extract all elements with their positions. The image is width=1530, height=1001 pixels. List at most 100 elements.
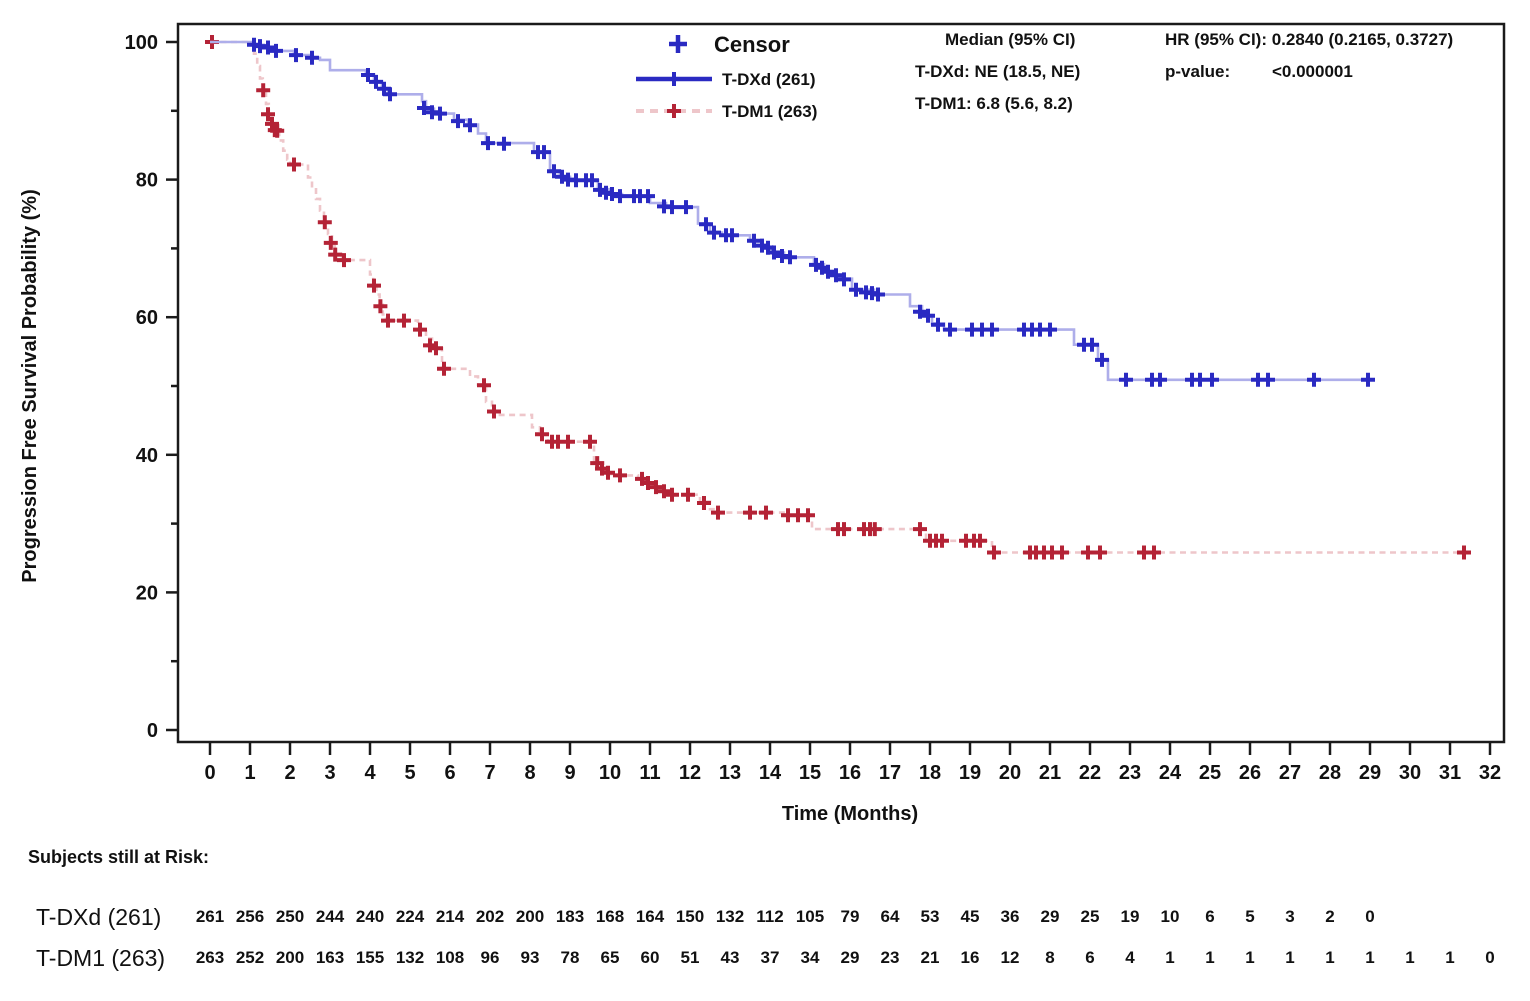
at-risk-value: 164 — [636, 907, 665, 926]
y-tick-label: 20 — [136, 582, 158, 604]
plot-frame — [176, 22, 1506, 744]
x-tick-label: 32 — [1479, 762, 1501, 784]
x-tick-label: 29 — [1359, 762, 1381, 784]
at-risk-value: 1 — [1325, 948, 1334, 967]
at-risk-value: 23 — [881, 948, 900, 967]
at-risk-value: 263 — [196, 948, 224, 967]
at-risk-value: 214 — [436, 907, 465, 926]
at-risk-value: 12 — [1001, 948, 1020, 967]
x-tick-label: 18 — [919, 762, 941, 784]
at-risk-value: 96 — [481, 948, 500, 967]
y-tick-label: 100 — [125, 32, 158, 54]
at-risk-value: 1 — [1245, 948, 1254, 967]
x-tick-label: 31 — [1439, 762, 1461, 784]
hr-stats-block: HR (95% CI): 0.2840 (0.2165, 0.3727) p-v… — [1165, 30, 1453, 81]
tdxd-censor-icon — [667, 72, 681, 86]
at-risk-value: 240 — [356, 907, 384, 926]
at-risk-value: 112 — [756, 907, 783, 926]
at-risk-value: 244 — [316, 907, 345, 926]
at-risk-value: 155 — [356, 948, 384, 967]
at-risk-table: Subjects still at Risk: T-DXd (261) T-DM… — [28, 847, 1495, 971]
at-risk-value: 1 — [1205, 948, 1214, 967]
x-tick-label: 24 — [1159, 762, 1182, 784]
at-risk-value: 34 — [801, 948, 820, 967]
x-tick-label: 0 — [204, 762, 215, 784]
y-tick-label: 0 — [147, 720, 158, 742]
at-risk-value: 200 — [276, 948, 304, 967]
x-tick-label: 21 — [1039, 762, 1061, 784]
at-risk-value: 3 — [1285, 907, 1294, 926]
at-risk-value: 1 — [1365, 948, 1374, 967]
y-tick-label: 60 — [136, 307, 158, 329]
hr-value: HR (95% CI): 0.2840 (0.2165, 0.3727) — [1165, 30, 1453, 49]
at-risk-value: 132 — [396, 948, 424, 967]
x-tick-label: 7 — [484, 762, 495, 784]
x-tick-label: 23 — [1119, 762, 1141, 784]
at-risk-value: 51 — [681, 948, 700, 967]
at-risk-value: 60 — [641, 948, 660, 967]
at-risk-value: 0 — [1365, 907, 1374, 926]
at-risk-label-tdxd: T-DXd (261) — [36, 904, 161, 930]
x-tick-label: 8 — [524, 762, 535, 784]
x-tick-label: 5 — [404, 762, 415, 784]
at-risk-value: 1 — [1285, 948, 1294, 967]
at-risk-value: 25 — [1081, 907, 1100, 926]
x-tick-label: 6 — [444, 762, 455, 784]
at-risk-value: 64 — [881, 907, 900, 926]
x-tick-label: 1 — [244, 762, 255, 784]
at-risk-value: 256 — [236, 907, 264, 926]
at-risk-value: 78 — [561, 948, 580, 967]
median-header: Median (95% CI) — [945, 30, 1075, 49]
at-risk-value: 108 — [436, 948, 464, 967]
at-risk-value: 53 — [921, 907, 940, 926]
at-risk-value: 5 — [1245, 907, 1254, 926]
at-risk-value: 168 — [596, 907, 624, 926]
curve-tdm1 — [210, 40, 1464, 554]
x-tick-label: 27 — [1279, 762, 1301, 784]
median-tdxd: T-DXd: NE (18.5, NE) — [915, 62, 1080, 81]
at-risk-value: 29 — [841, 948, 860, 967]
pvalue-value: <0.000001 — [1272, 62, 1353, 81]
legend-censor-label: Censor — [714, 32, 790, 57]
x-tick-label: 10 — [599, 762, 621, 784]
x-tick-label: 28 — [1319, 762, 1341, 784]
x-tick-label: 11 — [639, 762, 660, 784]
x-tick-label: 12 — [679, 762, 701, 784]
x-tick-label: 30 — [1399, 762, 1421, 784]
x-tick-label: 3 — [324, 762, 335, 784]
at-risk-value: 79 — [841, 907, 860, 926]
x-tick-label: 20 — [999, 762, 1021, 784]
tdm1-censor-icon — [667, 104, 681, 118]
at-risk-value: 163 — [316, 948, 344, 967]
at-risk-value: 45 — [961, 907, 980, 926]
y-tick-label: 40 — [136, 445, 158, 467]
y-axis-title: Progression Free Survival Probability (%… — [19, 189, 41, 582]
at-risk-value: 19 — [1121, 907, 1140, 926]
at-risk-value: 150 — [676, 907, 704, 926]
at-risk-value: 200 — [516, 907, 544, 926]
x-tick-label: 17 — [879, 762, 901, 784]
at-risk-value: 261 — [196, 907, 224, 926]
at-risk-value: 0 — [1485, 948, 1494, 967]
at-risk-value: 1 — [1165, 948, 1174, 967]
x-tick-label: 22 — [1079, 762, 1101, 784]
at-risk-value: 202 — [476, 907, 504, 926]
legend-tdm1-label: T-DM1 (263) — [722, 102, 817, 121]
at-risk-values: 261 256 250 244 240 224 214 202 200 183 168 164 150 1… — [196, 907, 1495, 967]
at-risk-value: 29 — [1041, 907, 1060, 926]
pvalue-label: p-value: — [1165, 62, 1230, 81]
at-risk-value: 224 — [396, 907, 425, 926]
x-tick-label: 2 — [284, 762, 295, 784]
at-risk-value: 93 — [521, 948, 540, 967]
x-axis-title: Time (Months) — [782, 803, 918, 825]
legend-tdxd-label: T-DXd (261) — [722, 70, 816, 89]
at-risk-value: 1 — [1445, 948, 1454, 967]
median-stats-block: Median (95% CI) T-DXd: NE (18.5, NE) T-D… — [915, 30, 1080, 113]
at-risk-value: 8 — [1045, 948, 1054, 967]
at-risk-value: 4 — [1125, 948, 1135, 967]
x-tick-label: 9 — [564, 762, 575, 784]
at-risk-label-tdm1: T-DM1 (263) — [36, 945, 165, 971]
x-tick-label: 14 — [759, 762, 782, 784]
at-risk-value: 16 — [961, 948, 980, 967]
